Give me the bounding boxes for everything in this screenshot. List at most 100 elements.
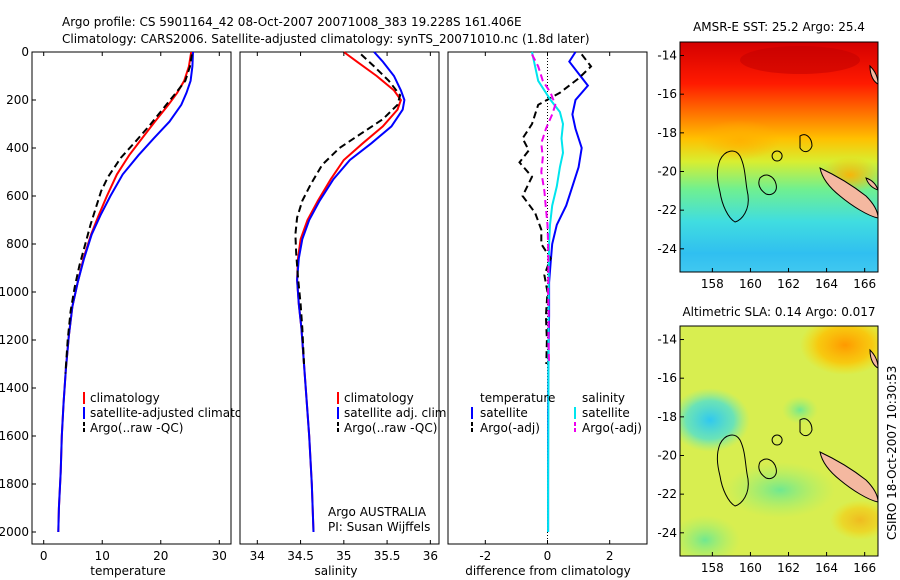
temperature-xlabel: temperature <box>90 564 165 578</box>
salinity-xlabel: salinity <box>314 564 357 578</box>
sla-low-patch <box>680 388 750 452</box>
y-tick-label: -22 <box>657 203 677 217</box>
y-tick-label: 1800 <box>0 477 29 491</box>
legend-label: satellite adj. clim. <box>344 406 450 420</box>
y-tick-label: -16 <box>657 87 677 101</box>
y-tick-label: 1400 <box>0 381 29 395</box>
land-fragment <box>869 348 878 369</box>
x-tick-label: 20 <box>153 549 168 563</box>
new-caledonia-land <box>819 451 878 503</box>
x-tick-label: 34.5 <box>287 549 314 563</box>
y-tick-label: 800 <box>6 237 29 251</box>
x-tick-label: 162 <box>777 277 800 291</box>
x-tick-label: 36 <box>423 549 438 563</box>
sst-map-title: AMSR-E SST: 25.2 Argo: 25.4 <box>693 20 865 34</box>
argo-program-label: Argo AUSTRALIA <box>328 505 427 519</box>
difference-legend: temperature satellite Argo(-adj) salinit… <box>471 386 642 435</box>
x-tick-label: -2 <box>479 549 491 563</box>
profile-title: Argo profile: CS 5901164_42 08-Oct-2007 … <box>62 15 522 29</box>
temperature-legend: climatology satellite-adjusted climatolo… <box>83 391 268 435</box>
legend-label: satellite <box>480 406 528 420</box>
legend-label: satellite-adjusted climatology <box>90 406 268 420</box>
legend-label: Argo(-adj) <box>480 421 540 435</box>
x-tick-label: 35 <box>336 549 351 563</box>
sla-green-patch <box>680 515 740 556</box>
sst-heatmap <box>680 42 878 272</box>
y-tick-label: 200 <box>6 93 29 107</box>
vanuatu-coastline <box>716 434 749 507</box>
legend-label: Argo(-adj) <box>582 421 642 435</box>
x-tick-label: 0 <box>40 549 48 563</box>
x-tick-label: 2 <box>606 549 614 563</box>
y-tick-label: -24 <box>657 526 677 540</box>
y-tick-label: 1000 <box>0 285 29 299</box>
salinity-axes <box>239 51 440 545</box>
legend-backdrop <box>476 386 544 400</box>
difference-xlabel: difference from climatology <box>465 564 631 578</box>
legend-group-title: temperature <box>480 391 555 405</box>
x-tick-label: 158 <box>701 561 724 575</box>
y-tick-label: 400 <box>6 141 29 155</box>
legend-label: climatology <box>90 391 160 405</box>
x-tick-label: 35.5 <box>374 549 401 563</box>
x-tick-label: 34 <box>250 549 265 563</box>
land-fragment <box>869 64 878 85</box>
island-coastline <box>758 174 777 195</box>
legend-group-title: salinity <box>582 391 625 405</box>
new-caledonia-land <box>819 167 878 219</box>
x-tick-label: 30 <box>212 549 227 563</box>
legend-label: satellite <box>582 406 630 420</box>
argo-float-marker <box>771 150 783 162</box>
legend-label: Argo(..raw -QC) <box>344 421 437 435</box>
x-tick-label: 0 <box>544 549 552 563</box>
y-tick-label: 1600 <box>0 429 29 443</box>
y-tick-label: -18 <box>657 410 677 424</box>
difference-panel: -2 0 2 difference from climatology tempera… <box>447 51 648 578</box>
land-fragment <box>865 177 878 191</box>
sst-hot-band <box>740 46 860 74</box>
argo-pi-label: PI: Susan Wijffels <box>328 520 430 534</box>
y-tick-label: 600 <box>6 189 29 203</box>
x-tick-label: 166 <box>853 277 876 291</box>
series-line-argo-raw-qc <box>64 54 193 374</box>
climatology-subtitle: Climatology: CARS2006. Satellite-adjuste… <box>62 32 590 46</box>
argo-float-marker <box>771 434 783 446</box>
temperature-panel: 0 10 20 30 0 200 400 600 800 1000 1200 1400 1600 180… <box>0 45 268 578</box>
sla-map-frame <box>679 325 879 557</box>
sla-green-patch <box>725 462 835 518</box>
sla-heatmap <box>680 326 878 556</box>
x-tick-label: 10 <box>95 549 110 563</box>
sst-field <box>680 42 878 272</box>
sst-map-panel: AMSR-E SST: 25.2 Argo: 25.4 158 160 162 164… <box>657 20 879 291</box>
y-tick-label: 2000 <box>0 525 29 539</box>
temperature-axes <box>31 51 232 545</box>
y-tick-label: -14 <box>657 49 677 63</box>
series-line-argo-raw-qc <box>294 53 402 365</box>
x-tick-label: 160 <box>739 277 762 291</box>
x-tick-label: 164 <box>815 561 838 575</box>
y-tick-label: 0 <box>21 45 29 59</box>
series-line-salinity-satellite <box>531 51 565 532</box>
legend-label: Argo(..raw -QC) <box>90 421 183 435</box>
series-line-salinity-argo-adj <box>531 53 557 365</box>
sla-high-patch <box>800 326 878 375</box>
legend-label: climatology <box>344 391 414 405</box>
island-coastline <box>758 458 777 479</box>
x-tick-label: 160 <box>739 561 762 575</box>
y-tick-label: -18 <box>657 126 677 140</box>
series-line-temperature-argo-adj <box>518 53 593 365</box>
x-tick-label: 158 <box>701 277 724 291</box>
x-tick-label: 162 <box>777 561 800 575</box>
y-tick-label: 1200 <box>0 333 29 347</box>
sst-warm-patch <box>700 120 780 160</box>
salinity-panel: 34 34.5 35 35.5 36 salinity climatology sate… <box>239 51 450 578</box>
y-tick-label: -14 <box>657 333 677 347</box>
sst-map-frame <box>679 41 879 273</box>
y-tick-label: -22 <box>657 487 677 501</box>
sla-high-patch <box>830 500 878 540</box>
reef-coastline <box>799 418 813 437</box>
vanuatu-coastline <box>716 150 749 223</box>
reef-coastline <box>799 134 813 153</box>
sla-map-title: Altimetric SLA: 0.14 Argo: 0.017 <box>682 305 875 319</box>
